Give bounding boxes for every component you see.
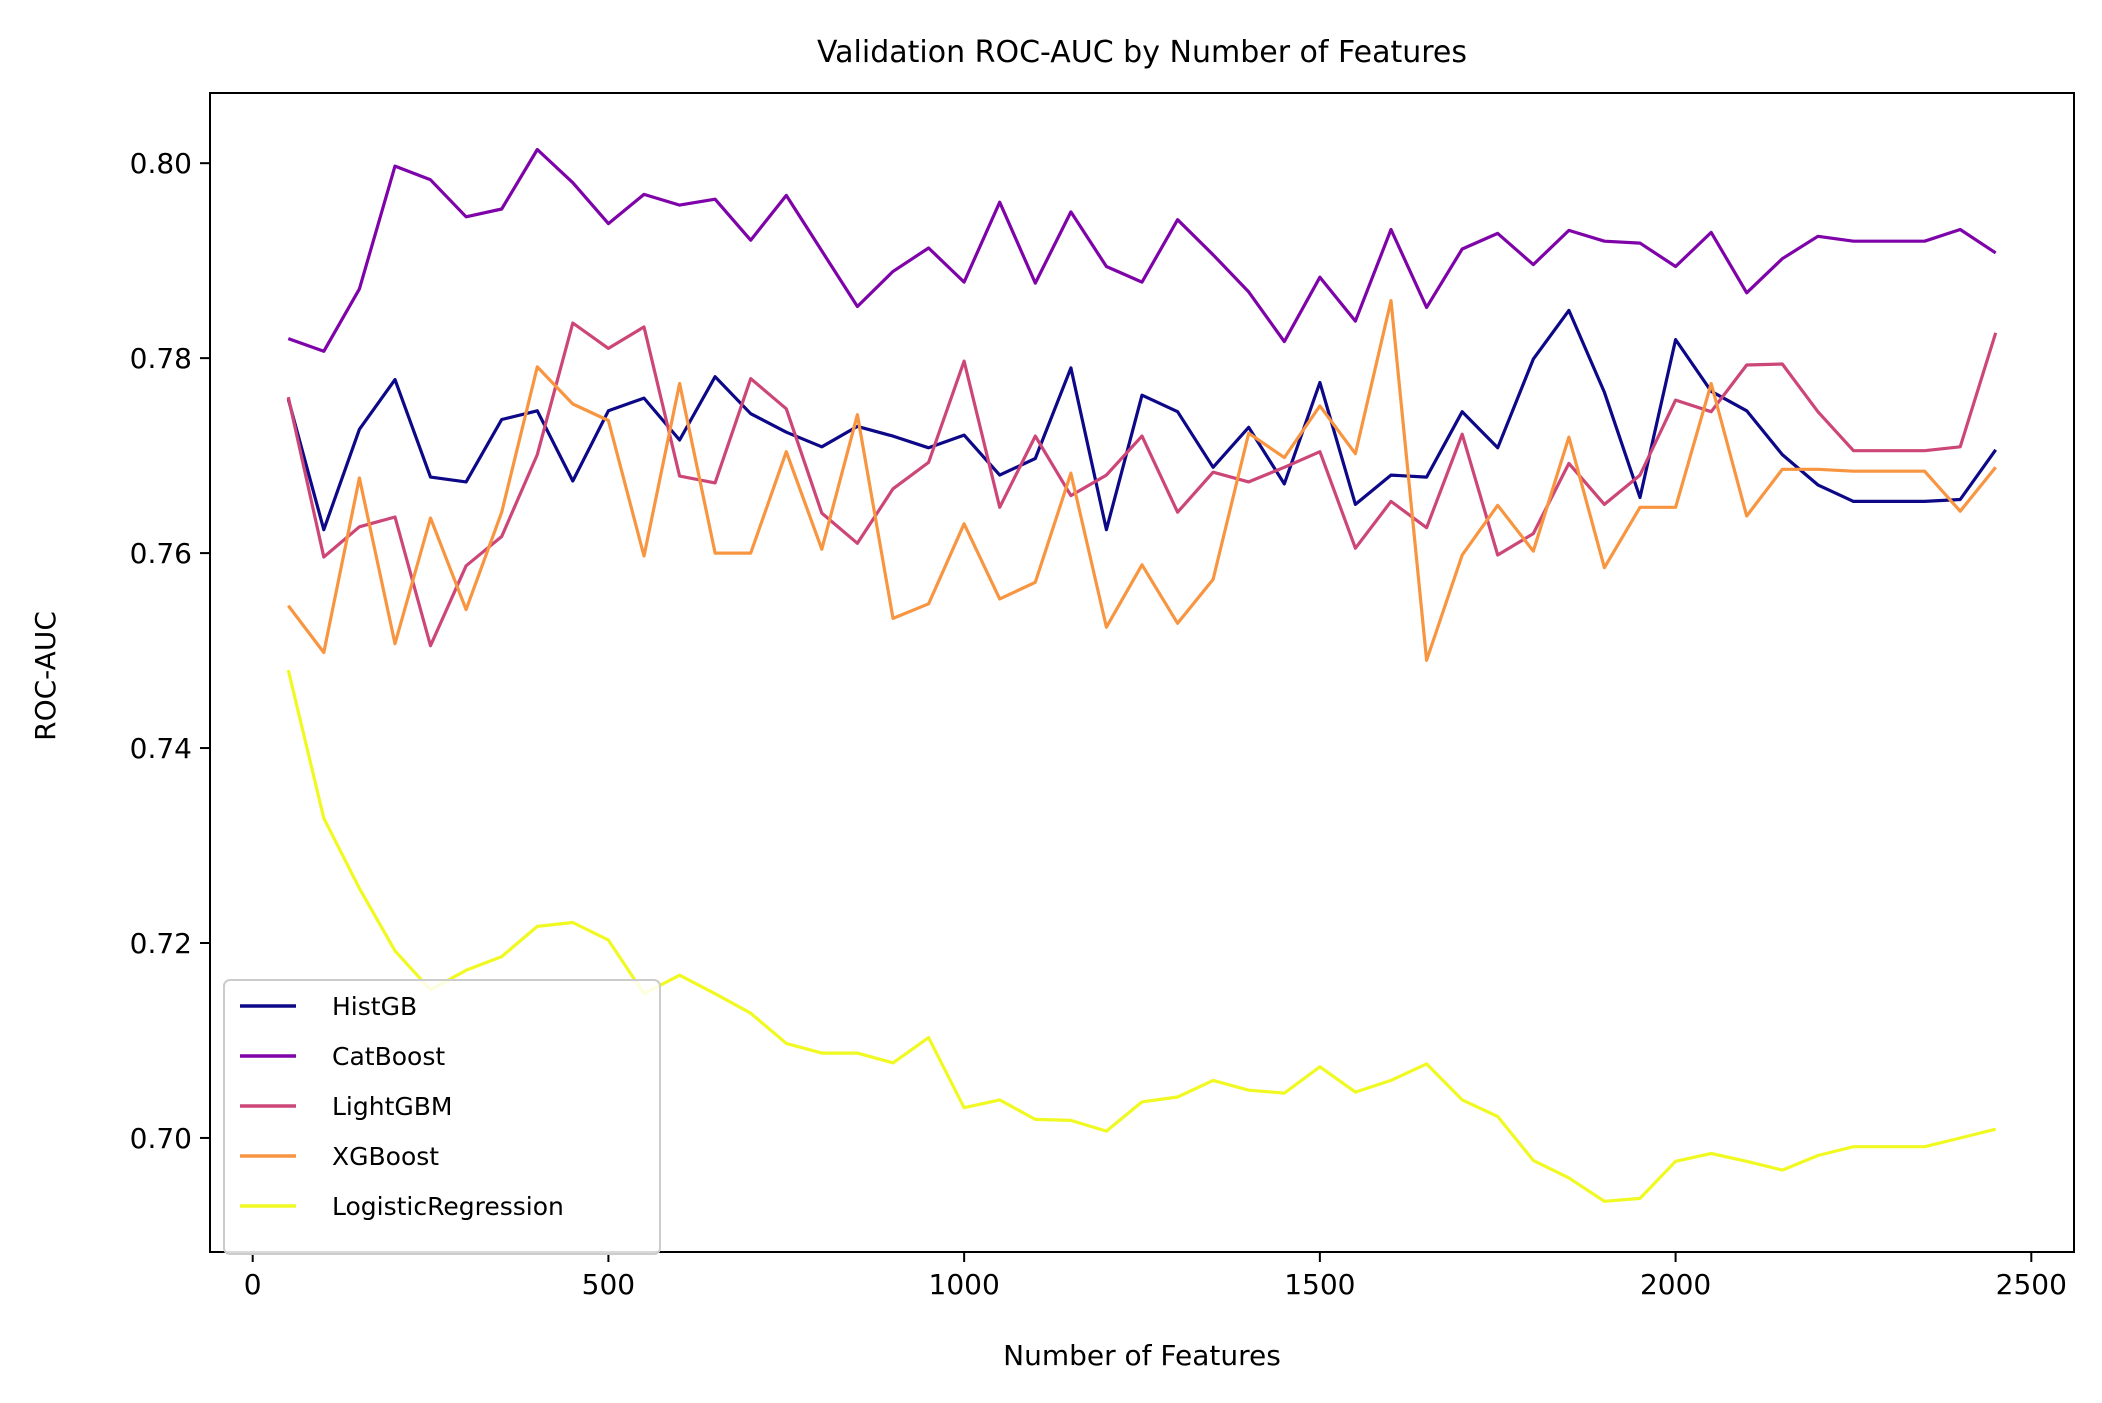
y-tick-label: 0.72	[130, 927, 192, 960]
series-line-catboost	[287, 147, 1997, 353]
series-line-logisticregression	[286, 669, 1997, 1203]
x-axis-ticks: 0 500 1000 1500 2000 2500	[244, 1252, 2067, 1301]
y-axis-label: ROC-AUC	[29, 611, 62, 741]
series-line-xgboost	[287, 299, 1997, 662]
y-axis-ticks: 0.70 0.72 0.74 0.76 0.78 0.80	[130, 147, 210, 1155]
y-tick-label: 0.80	[130, 147, 192, 180]
x-axis-label: Number of Features	[1003, 1339, 1281, 1372]
x-tick-label: 2000	[1640, 1268, 1711, 1301]
series-line-histgb	[286, 308, 1998, 532]
legend-label-logisticregression: LogisticRegression	[332, 1192, 564, 1221]
y-tick-label: 0.78	[130, 342, 192, 375]
legend: HistGB CatBoost LightGBM XGBoost LogisticReg…	[223, 979, 661, 1255]
y-tick-label: 0.74	[130, 732, 192, 765]
x-tick-label: 1000	[929, 1268, 1000, 1301]
series-line-lightgbm	[286, 321, 1998, 648]
x-tick-label: 1500	[1284, 1268, 1355, 1301]
legend-label-catboost: CatBoost	[332, 1042, 445, 1071]
legend-box	[223, 979, 661, 1255]
chart-title: Validation ROC-AUC by Number of Features	[817, 35, 1467, 70]
y-tick-label: 0.70	[130, 1122, 192, 1155]
legend-label-histgb: HistGB	[332, 992, 417, 1021]
y-tick-label: 0.76	[130, 537, 192, 570]
legend-label-lightgbm: LightGBM	[332, 1092, 452, 1121]
legend-label-xgboost: XGBoost	[332, 1142, 439, 1171]
plot-frame	[209, 92, 2075, 1253]
plot-lines	[286, 147, 1998, 1203]
x-tick-label: 2500	[1996, 1268, 2067, 1301]
x-tick-label: 0	[244, 1268, 262, 1301]
x-tick-label: 500	[582, 1268, 635, 1301]
